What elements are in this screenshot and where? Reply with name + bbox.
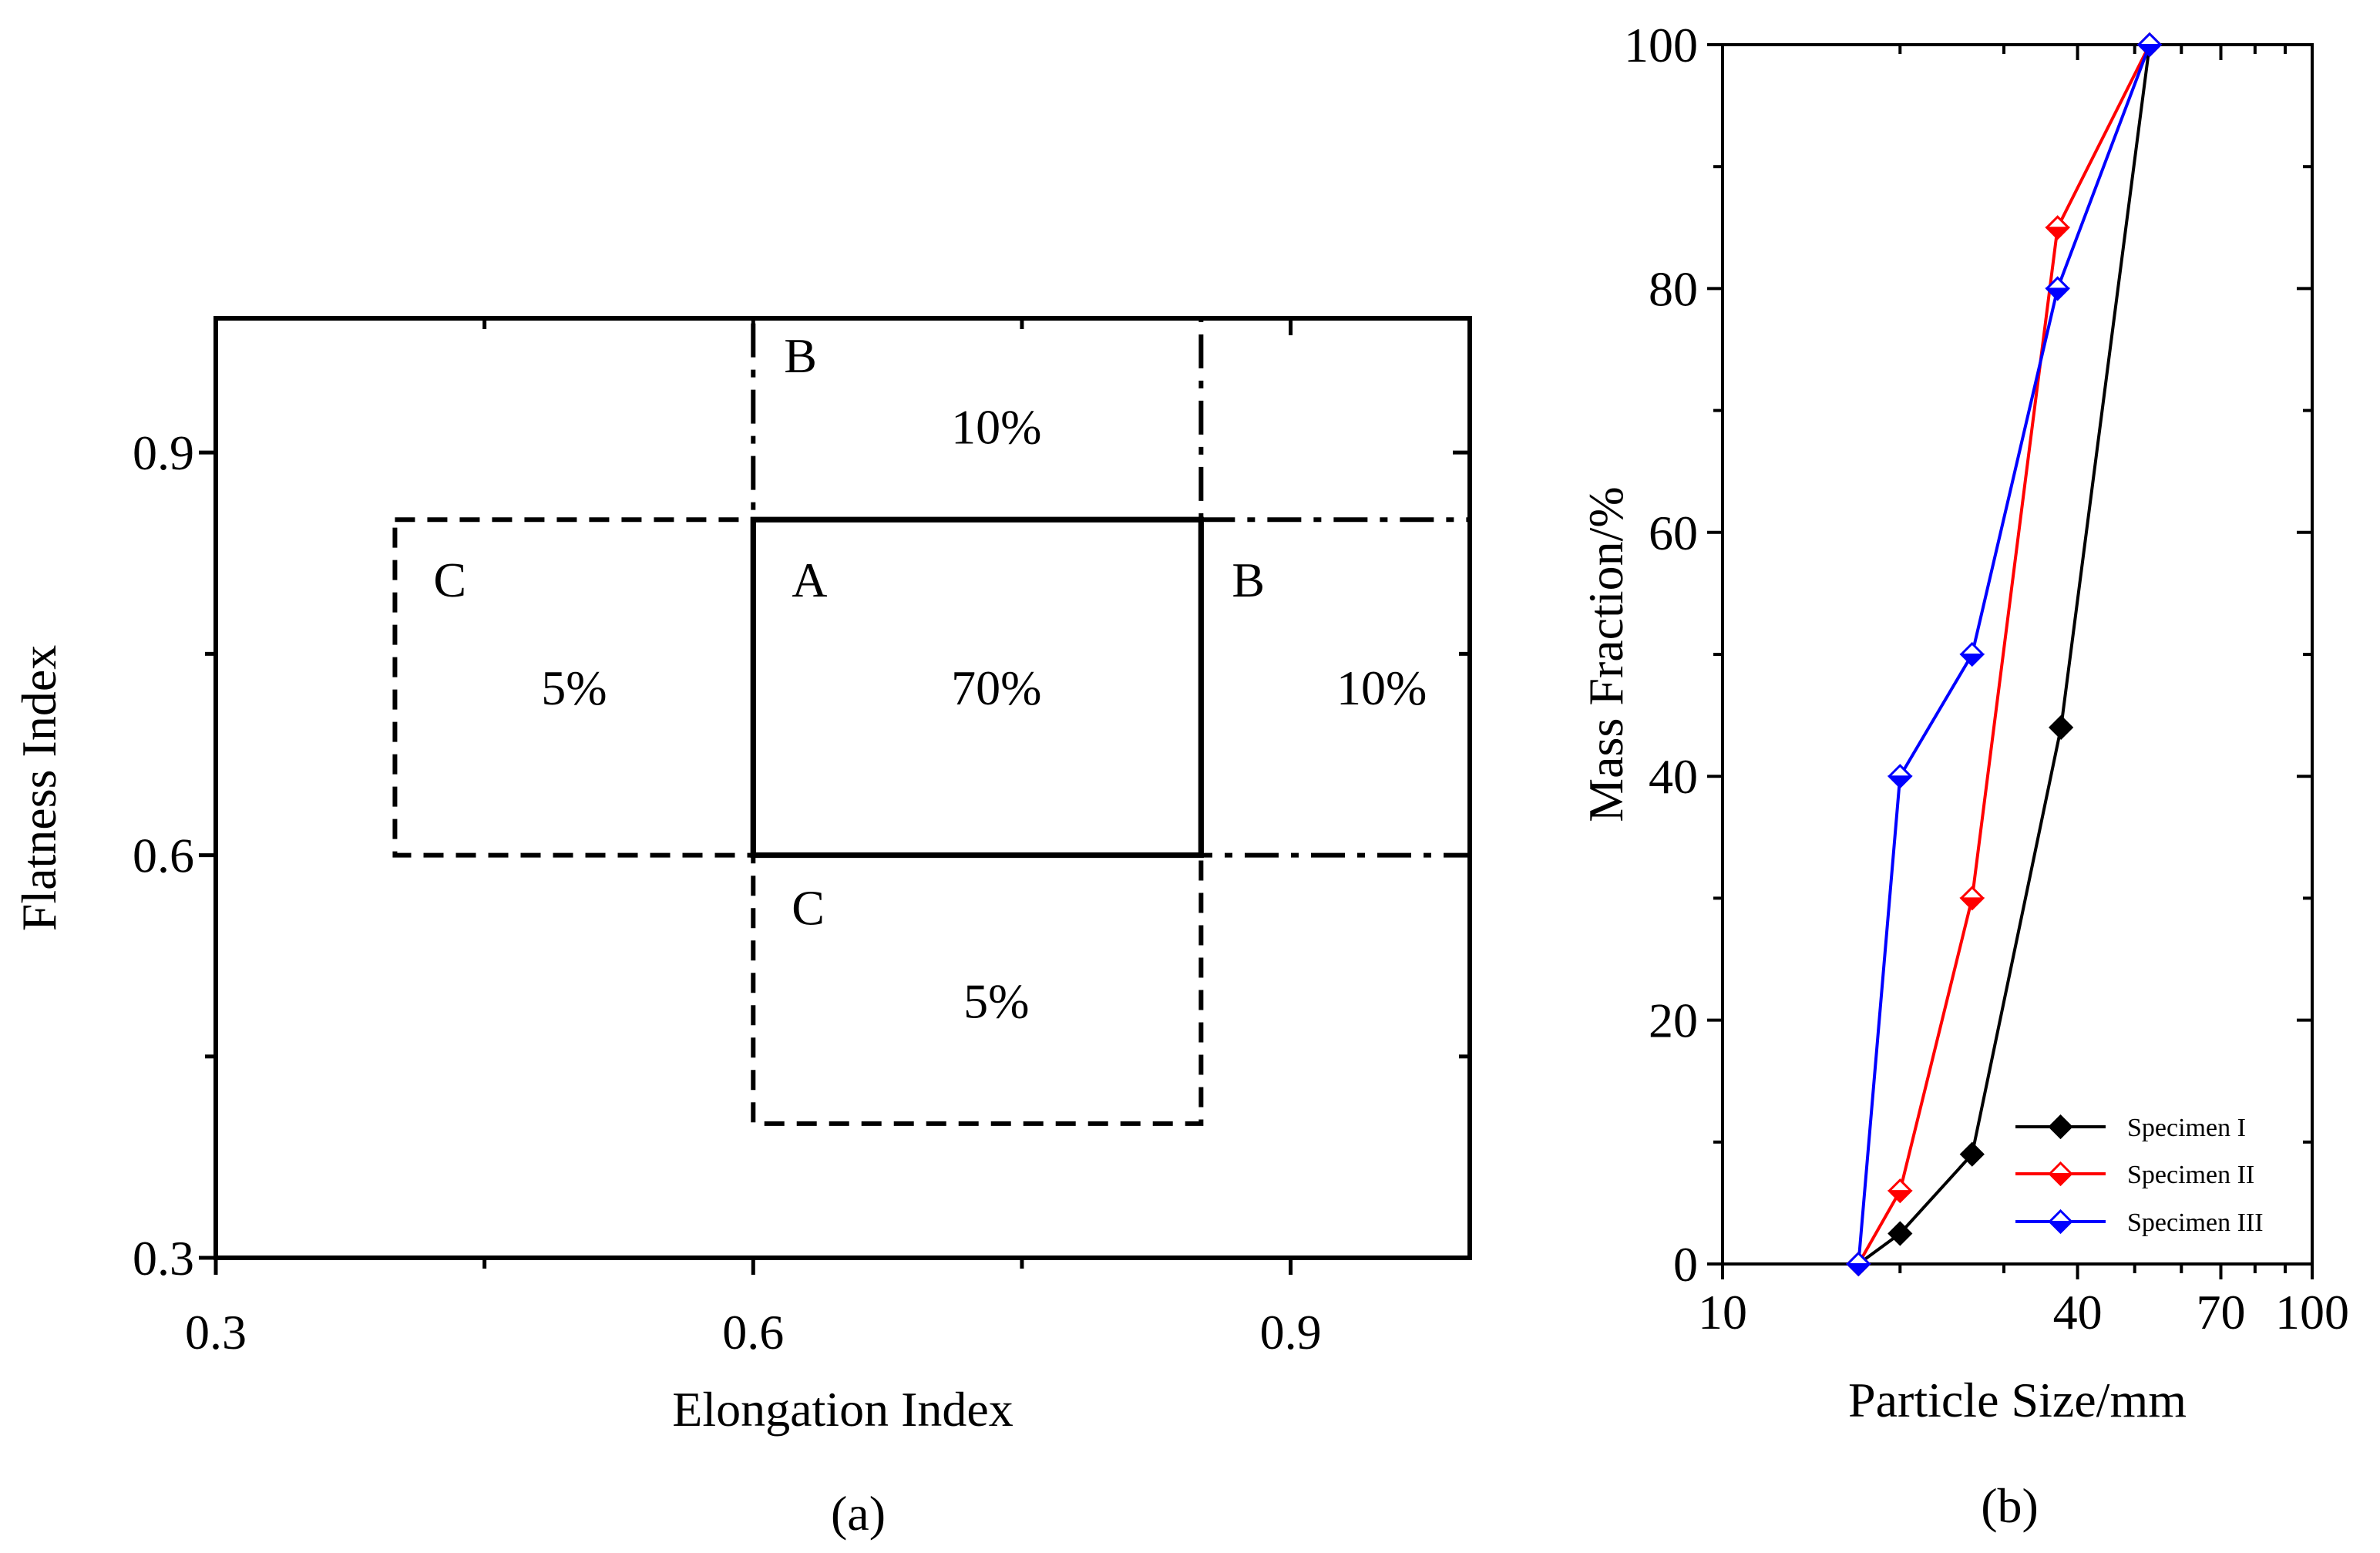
series-3-point xyxy=(1959,641,1985,667)
region-b-top-letter: B xyxy=(784,328,817,383)
x-tick-label: 10 xyxy=(1698,1285,1747,1340)
region-c-left-letter: C xyxy=(433,553,466,607)
series-1-point xyxy=(1888,1221,1913,1246)
series-3-point-fill xyxy=(2045,287,2071,301)
series-3-point-fill xyxy=(2136,44,2163,57)
region-b-right-percent: 10% xyxy=(1336,661,1427,715)
y-axis-title: Flatness Index xyxy=(12,645,66,932)
y-tick-label: 0.9 xyxy=(133,425,194,480)
y-tick-label: 60 xyxy=(1649,506,1698,560)
series-3-point xyxy=(2136,32,2163,58)
panel-label-b: (b) xyxy=(1981,1478,2039,1533)
panel-label-a: (a) xyxy=(831,1486,886,1541)
series-2-point-fill xyxy=(2045,227,2071,240)
legend-marker-2-fill xyxy=(2048,1173,2073,1186)
legend-marker-2 xyxy=(2048,1161,2073,1187)
region-b-right-letter: B xyxy=(1232,553,1265,607)
series-1-point xyxy=(2049,714,2074,741)
y-tick-label: 0.6 xyxy=(133,829,194,883)
series-3-point xyxy=(1887,764,1913,789)
x-axis-title: Particle Size/mm xyxy=(1848,1373,2187,1427)
series-3-point xyxy=(1845,1251,1871,1277)
series-2-point-fill xyxy=(1959,897,1985,910)
y-tick-label: 80 xyxy=(1649,261,1698,316)
legend-marker-1 xyxy=(2048,1114,2073,1140)
region-c-bottom-percent: 5% xyxy=(963,974,1029,1029)
series-3-point-fill xyxy=(1887,775,1913,788)
x-tick-label: 0.6 xyxy=(722,1305,784,1360)
region-c-bottom-letter: C xyxy=(792,881,825,936)
x-tick-label: 40 xyxy=(2053,1285,2103,1340)
x-tick-label: 70 xyxy=(2197,1285,2246,1340)
legend-label-1: Specimen I xyxy=(2127,1114,2246,1142)
region-a-percent: 70% xyxy=(951,661,1041,715)
y-tick-label: 100 xyxy=(1624,18,1698,72)
x-tick-label: 100 xyxy=(2275,1285,2349,1340)
region-c-left-percent: 5% xyxy=(541,661,607,715)
series-2-point xyxy=(1887,1178,1913,1204)
legend-label-3: Specimen III xyxy=(2127,1208,2264,1237)
legend-marker-3 xyxy=(2048,1208,2073,1235)
series-2-point xyxy=(1959,886,1985,911)
y-tick-label: 20 xyxy=(1649,993,1698,1048)
series-1-point xyxy=(1959,1141,1985,1167)
plot-frame xyxy=(213,316,1472,1260)
series-3-point xyxy=(2045,276,2071,301)
series-3-point-fill xyxy=(1959,654,1985,667)
panel-b-gradation-chart: 0 20 40 60 80 100 10 40 70 100 Particle Size/mm Mas… xyxy=(1578,18,2349,1533)
region-a-boundary-top xyxy=(750,516,1204,859)
series-2-point xyxy=(2045,215,2071,240)
y-axis-title: Mass Fraction/% xyxy=(1578,486,1633,822)
region-a-letter: A xyxy=(792,553,827,607)
x-tick-label: 0.3 xyxy=(185,1305,247,1360)
y-tick-label: 0.3 xyxy=(133,1231,194,1286)
legend-label-2: Specimen II xyxy=(2127,1161,2254,1189)
plot-frame xyxy=(1721,43,2314,1266)
series-3-point-fill xyxy=(1845,1263,1871,1276)
y-tick-label: 40 xyxy=(1649,749,1698,804)
x-tick-label: 0.9 xyxy=(1260,1305,1322,1360)
series-line-2 xyxy=(1857,44,2151,1265)
region-b-top-percent: 10% xyxy=(951,400,1041,455)
x-axis-title: Elongation Index xyxy=(672,1382,1014,1437)
y-tick-label: 0 xyxy=(1673,1237,1698,1292)
region-c-bottom-boundary xyxy=(751,852,1204,1126)
series-2-point-fill xyxy=(1887,1190,1913,1203)
legend-marker-3-fill xyxy=(2048,1221,2073,1234)
panel-a-region-diagram: 0.3 0.6 0.9 0.3 0.6 0.9 Elongation Index Flatne… xyxy=(12,316,1473,1541)
